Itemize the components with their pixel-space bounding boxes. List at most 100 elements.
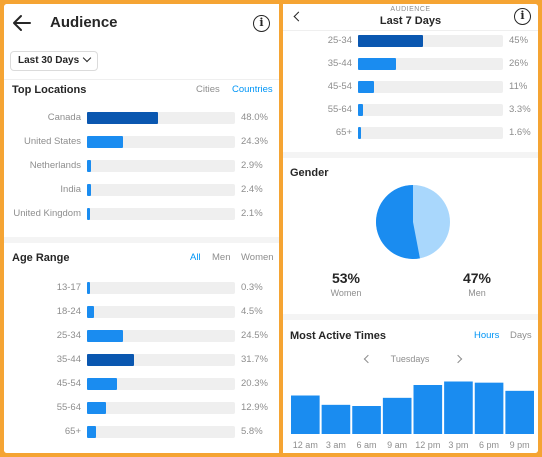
bar-fill <box>358 81 374 93</box>
hour-bar <box>413 385 443 434</box>
bar-row: 55-64 12.9% <box>4 401 279 415</box>
row-percentage: 48.0% <box>241 112 268 123</box>
row-percentage: 20.3% <box>241 378 268 389</box>
toggle-days[interactable]: Days <box>510 330 532 341</box>
page-title: Audience <box>50 14 118 31</box>
toggle-hours[interactable]: Hours <box>474 330 500 341</box>
row-label: India <box>60 184 81 195</box>
row-percentage: 5.8% <box>241 426 263 437</box>
women-slice <box>376 185 420 259</box>
section-divider <box>4 237 279 243</box>
hour-tick-label: 6 am <box>357 440 377 450</box>
bar-row: 35-44 31.7% <box>4 353 279 367</box>
bar-track <box>87 306 235 318</box>
hour-tick-label: 12 am <box>293 440 318 450</box>
row-label: Canada <box>47 112 81 123</box>
hour-tick-label: 3 am <box>326 440 346 450</box>
bar-fill <box>87 306 94 318</box>
men-percentage: 47% <box>462 270 492 286</box>
bar-track <box>358 58 503 70</box>
bar-track <box>87 208 235 220</box>
bar-row: 45-54 20.3% <box>4 377 279 391</box>
bar-fill <box>87 160 92 172</box>
bar-fill <box>87 282 90 294</box>
bar-track <box>87 136 235 148</box>
bar-track <box>358 81 503 93</box>
toggle-men[interactable]: Men <box>212 252 231 263</box>
bar-track <box>87 112 235 124</box>
header-divider <box>283 30 538 31</box>
gender-title: Gender <box>290 167 329 179</box>
audience-panel-left: Audience i Last 30 Days Top Locations Ci… <box>4 4 279 453</box>
hour-bar <box>352 406 381 434</box>
row-label: 55-64 <box>327 104 352 115</box>
header-subtitle: AUDIENCE <box>390 6 431 13</box>
age-range-title: Age Range <box>12 252 70 264</box>
date-range-dropdown[interactable]: Last 30 Days <box>10 51 99 71</box>
row-percentage: 31.7% <box>241 354 268 365</box>
bar-fill <box>87 378 118 390</box>
section-divider <box>283 152 538 158</box>
row-percentage: 1.6% <box>509 127 531 138</box>
row-percentage: 2.1% <box>241 208 263 219</box>
bar-row: 13-17 0.3% <box>4 281 279 295</box>
bar-fill <box>358 104 363 116</box>
row-percentage: 2.4% <box>241 184 263 195</box>
women-label: Women <box>330 288 362 298</box>
toggle-all[interactable]: All <box>190 252 201 263</box>
hour-bar <box>474 382 504 434</box>
row-label: United States <box>23 136 81 147</box>
hour-bar <box>321 404 351 434</box>
toggle-women[interactable]: Women <box>241 252 274 263</box>
bar-track <box>87 184 235 196</box>
bar-row: United Kingdom 2.1% <box>4 207 279 221</box>
bar-row: Netherlands 2.9% <box>4 159 279 173</box>
bar-fill <box>87 208 91 220</box>
row-percentage: 2.9% <box>241 160 263 171</box>
row-percentage: 4.5% <box>241 306 263 317</box>
row-label: 35-44 <box>56 354 81 365</box>
bar-fill <box>87 112 159 124</box>
info-icon[interactable]: i <box>253 15 270 32</box>
bar-row: 45-54 11% <box>283 80 538 94</box>
row-label: 65+ <box>64 426 81 437</box>
bar-track <box>358 104 503 116</box>
hour-tick-label: 6 pm <box>479 440 499 450</box>
bar-row: Canada 48.0% <box>4 111 279 125</box>
row-percentage: 11% <box>509 81 528 92</box>
toggle-cities[interactable]: Cities <box>196 84 220 95</box>
row-label: 25-34 <box>56 330 81 341</box>
date-range-label: Last 30 Days <box>18 55 80 66</box>
hour-bar <box>444 381 473 434</box>
info-icon[interactable]: i <box>514 8 531 25</box>
panel-divider <box>279 4 283 453</box>
hour-bar <box>382 397 412 434</box>
bar-track <box>87 402 235 414</box>
row-label: 45-54 <box>56 378 81 389</box>
row-percentage: 26% <box>509 58 529 69</box>
audience-panel-right: AUDIENCE Last 7 Days i 25-34 45% 35-44 26% 4… <box>283 4 538 453</box>
row-label: 45-54 <box>327 81 352 92</box>
back-arrow-icon[interactable] <box>12 14 32 32</box>
left-header: Audience i <box>4 4 279 42</box>
row-percentage: 45% <box>509 35 529 46</box>
row-label: Netherlands <box>29 160 81 171</box>
bar-track <box>87 354 235 366</box>
hour-tick-label: 12 pm <box>415 440 440 450</box>
bar-fill <box>87 426 96 438</box>
toggle-countries[interactable]: Countries <box>232 84 273 95</box>
row-label: 25-34 <box>327 35 352 46</box>
hour-tick-label: 9 pm <box>510 440 530 450</box>
bar-row: India 2.4% <box>4 183 279 197</box>
section-divider <box>283 314 538 320</box>
bar-row: 65+ 1.6% <box>283 126 538 140</box>
women-percentage: 53% <box>331 270 361 286</box>
day-selector-label: Tuesdays <box>390 354 430 364</box>
bar-fill <box>358 127 361 139</box>
bar-track <box>87 160 235 172</box>
bar-fill <box>87 330 124 342</box>
bar-track <box>87 330 235 342</box>
chevron-down-icon <box>82 53 92 63</box>
bar-track <box>87 426 235 438</box>
section-divider <box>4 79 279 80</box>
